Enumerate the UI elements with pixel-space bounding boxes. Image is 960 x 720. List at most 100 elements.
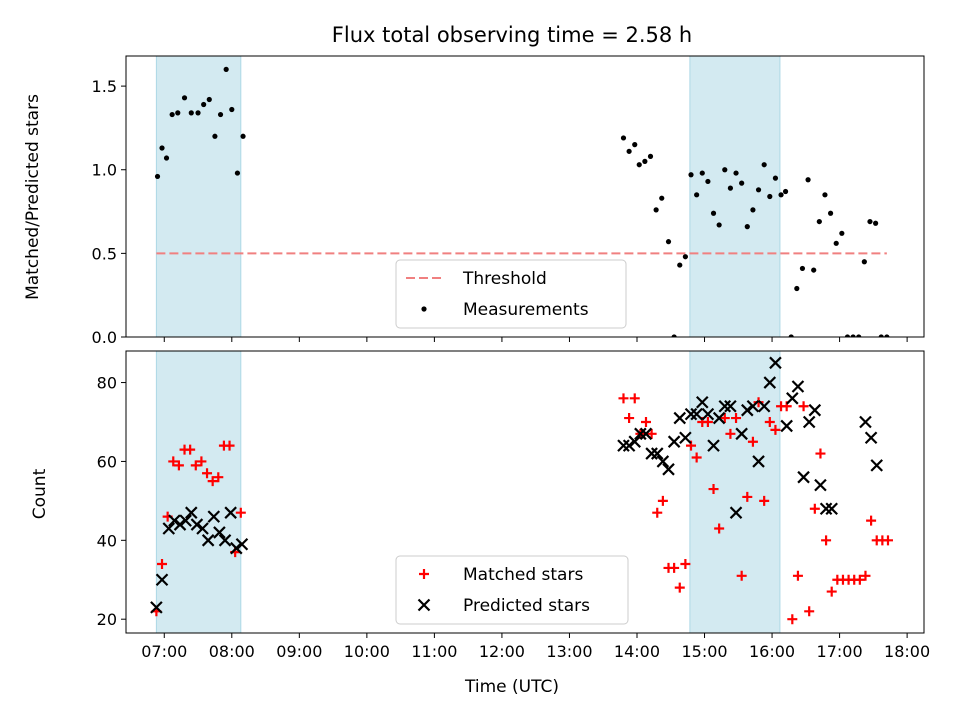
measurement-point: [805, 177, 811, 183]
matched-star-point: [882, 535, 893, 546]
matched-star-point: [640, 416, 651, 427]
matched-star-point: [202, 468, 213, 479]
top-y-axis-label: Matched/Predicted stars: [23, 94, 43, 300]
predicted-star-point: [797, 470, 810, 484]
top-y-tick-label: 0.5: [92, 244, 117, 263]
x-tick-label: 11:00: [411, 642, 457, 661]
measurement-point: [195, 110, 201, 116]
measurement-point: [839, 230, 845, 236]
measurement-point: [642, 158, 648, 164]
predicted-star-point: [185, 506, 198, 519]
bottom-plot-area: [150, 351, 893, 633]
bottom-legend-box: [395, 555, 629, 625]
bottom-panel: 07:00 08:00 09:00 10:00 11:00 12:00 13:00 14:00…: [97, 350, 930, 661]
measurement-point: [722, 167, 728, 173]
matched-star-point: [190, 460, 201, 471]
matched-star-point: [235, 507, 246, 518]
measurement-point: [878, 334, 884, 337]
matched-star-point: [747, 436, 758, 447]
predicted-star-point: [207, 510, 221, 523]
measurement-point: [727, 185, 734, 191]
predicted-star-point: [757, 399, 771, 413]
measurement-point: [159, 145, 165, 151]
measurement-point: [677, 262, 683, 268]
measurement-point: [861, 259, 867, 265]
top-panel: 0.0 0.5 1.0 1.5 Threshold Measurements: [92, 55, 925, 347]
predicted-star-point: [718, 399, 732, 413]
top-axes-frame: [125, 55, 925, 338]
bottom-y-tick-label: 40: [97, 531, 117, 550]
legend-measurement-swatch: [421, 306, 427, 312]
predicted-star-point: [763, 376, 777, 389]
predicted-star-point: [230, 541, 243, 555]
bottom-shaded-interval: [689, 351, 781, 633]
measurement-point: [844, 334, 851, 337]
matched-star-point: [207, 476, 218, 487]
predicted-star-point: [769, 356, 782, 370]
x-tick-label: 08:00: [209, 642, 255, 661]
measurement-point: [772, 175, 779, 181]
x-tick-label: 16:00: [749, 642, 795, 661]
predicted-star-point: [173, 518, 187, 531]
matched-star-point: [860, 570, 871, 581]
predicted-star-point: [201, 534, 215, 547]
legend-matched-swatch: [419, 569, 429, 579]
measurement-point: [688, 172, 694, 178]
measurement-point: [750, 207, 756, 213]
measurement-point: [788, 334, 794, 337]
matched-star-point: [629, 393, 640, 404]
measurement-point: [816, 218, 822, 225]
predicted-star-point: [235, 537, 249, 551]
predicted-star-point: [695, 395, 709, 409]
x-tick-label: 17:00: [817, 642, 863, 661]
predicted-star-point: [155, 573, 169, 587]
bottom-y-tick-label: 60: [97, 452, 117, 471]
measurement-point: [682, 254, 688, 260]
measurement-point: [799, 265, 806, 272]
measurement-point: [755, 187, 762, 193]
matched-star-point: [669, 562, 680, 573]
chart-title: Flux total observing time = 2.58 h: [332, 23, 692, 47]
predicted-star-point: [690, 407, 703, 421]
measurement-point: [822, 192, 828, 198]
matched-star-point: [764, 416, 775, 427]
predicted-star-point: [639, 427, 653, 441]
measurement-point: [234, 170, 241, 176]
measurement-point: [699, 170, 705, 176]
matched-star-point: [815, 448, 826, 459]
measurement-point: [778, 192, 784, 198]
matched-star-point: [646, 428, 657, 439]
measurement-point: [873, 220, 879, 226]
top-y-tick-label: 0.0: [92, 328, 117, 347]
top-y-tick-label: 1.0: [92, 161, 117, 180]
x-tick-label: 18:00: [884, 642, 930, 661]
predicted-star-point: [746, 399, 760, 413]
matched-star-point: [742, 491, 753, 502]
matched-star-point: [725, 428, 736, 439]
measurement-point: [811, 267, 817, 273]
matched-star-point: [652, 507, 663, 518]
matched-star-point: [224, 440, 235, 451]
measurement-point: [212, 133, 218, 139]
predicted-star-point: [684, 407, 698, 421]
measurement-point: [217, 111, 224, 118]
predicted-star-point: [162, 522, 176, 535]
measurement-point: [620, 135, 627, 141]
matched-star-point: [680, 558, 691, 569]
predicted-star-point: [735, 427, 748, 441]
measurement-point: [659, 195, 665, 201]
measurement-point: [827, 210, 834, 216]
measurement-point: [181, 95, 188, 101]
predicted-star-point: [864, 431, 878, 445]
legend-label: Threshold: [462, 269, 547, 289]
predicted-star-point: [667, 435, 681, 448]
matched-star-point: [157, 558, 168, 569]
predicted-star-point: [628, 435, 642, 448]
measurement-point: [705, 178, 711, 185]
x-tick-label: 07:00: [141, 642, 187, 661]
measurement-point: [201, 101, 207, 108]
predicted-star-point: [150, 601, 163, 614]
x-tick-label: 12:00: [479, 642, 525, 661]
top-shaded-interval: [155, 56, 242, 337]
